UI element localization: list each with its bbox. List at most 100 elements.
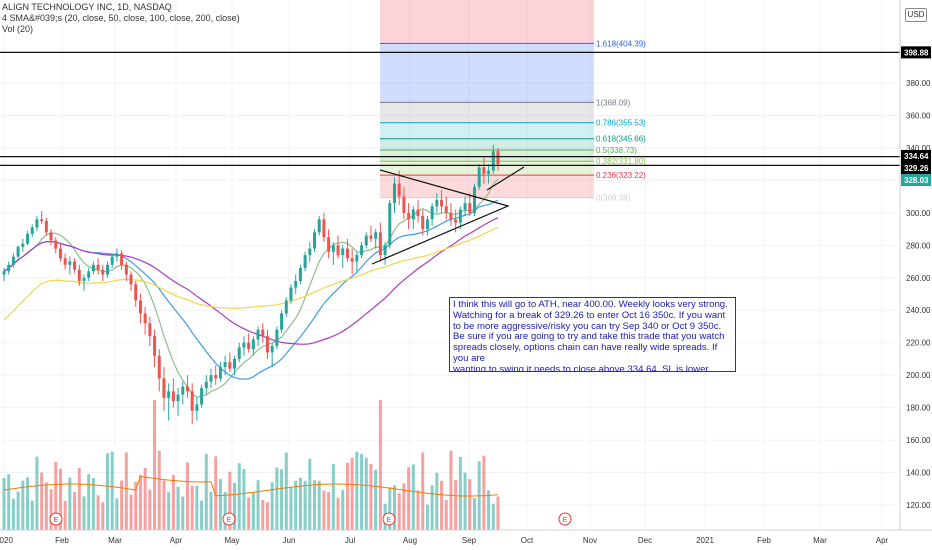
volume-bar xyxy=(487,490,491,530)
volume-bar xyxy=(54,462,58,530)
candle-body xyxy=(275,329,279,346)
x-tick-label: Aug xyxy=(403,536,417,545)
candle-body xyxy=(167,391,171,398)
triangle-trendline xyxy=(371,169,510,265)
candle-body xyxy=(407,212,411,220)
x-tick-label: Apr xyxy=(170,536,183,545)
volume-bars xyxy=(2,400,500,530)
volume-bar xyxy=(331,464,335,530)
x-tick-label: Apr xyxy=(876,536,889,545)
volume-bar xyxy=(181,496,185,530)
y-tick-label: 200.00 xyxy=(906,371,931,380)
y-tick-label: 160.00 xyxy=(906,436,931,445)
volume-bar xyxy=(30,500,34,530)
x-tick-label: Feb xyxy=(757,536,771,545)
candle-body xyxy=(472,186,476,213)
volume-bar xyxy=(327,491,331,530)
candle-body xyxy=(209,375,213,382)
volume-bar xyxy=(341,490,345,530)
candle-body xyxy=(411,209,415,220)
earnings-marker-label: E xyxy=(387,517,392,524)
candle-body xyxy=(129,274,133,285)
volume-bar xyxy=(91,478,95,530)
candle-body xyxy=(77,269,81,282)
candle-body xyxy=(468,203,472,213)
candle-body xyxy=(317,219,321,233)
volume-bar xyxy=(298,477,302,530)
candle-body xyxy=(101,269,105,275)
breakout-trendline xyxy=(486,166,525,191)
candle-body xyxy=(482,167,486,174)
candle-body xyxy=(30,227,34,234)
candle-body xyxy=(138,300,142,314)
volume-bar xyxy=(402,483,406,530)
volume-bar xyxy=(233,482,237,530)
volume-bar xyxy=(120,480,124,530)
candle-body xyxy=(313,232,317,249)
candle-body xyxy=(204,381,208,389)
candle-body xyxy=(388,203,392,246)
fib-level-label: 0.786(355.53) xyxy=(596,119,646,128)
volume-bar xyxy=(496,496,500,530)
candle-body xyxy=(228,362,232,369)
volume-bar xyxy=(153,400,157,530)
volume-bar xyxy=(289,487,293,530)
volume-bar xyxy=(265,502,269,530)
fib-zone xyxy=(380,43,594,103)
candle-body xyxy=(251,339,255,350)
y-tick-label: 220.00 xyxy=(906,339,931,348)
volume-bar xyxy=(336,497,340,530)
candle-body xyxy=(63,258,67,265)
y-tick-label: 360.00 xyxy=(906,111,931,120)
y-tick-label: 380.00 xyxy=(906,79,931,88)
text-note[interactable]: I think this will go to ATH, near 400.00… xyxy=(449,297,736,372)
volume-bar xyxy=(58,468,62,530)
volume-bar xyxy=(345,462,349,530)
candle-body xyxy=(35,219,39,228)
candle-body xyxy=(148,323,152,337)
fib-retracement: 1.618(404.39) 1(368.09) 0.786(355.53) 0.618… xyxy=(380,0,646,203)
candle-body xyxy=(143,313,147,324)
candle-body xyxy=(237,347,241,359)
candle-body xyxy=(256,329,260,340)
volume-bar xyxy=(106,453,110,530)
volume-bar xyxy=(256,480,260,530)
candle-body xyxy=(421,216,425,230)
x-tick-label: Jun xyxy=(283,536,296,545)
fib-level-label: 0.236(323.22) xyxy=(596,171,646,180)
currency-badge[interactable]: USD xyxy=(905,8,927,22)
fib-level-label: 0.618(345.66) xyxy=(596,135,646,144)
candle-body xyxy=(195,404,199,411)
volume-bar xyxy=(458,457,462,530)
volume-bar xyxy=(2,478,6,530)
volume-bar xyxy=(40,472,44,530)
candle-body xyxy=(345,248,349,259)
volume-bar xyxy=(87,474,91,530)
volume-bar xyxy=(148,489,152,530)
x-tick-label: Oct xyxy=(521,536,534,545)
fib-zone xyxy=(380,161,594,176)
symbol-title[interactable]: ALIGN TECHNOLOGY INC, 1D, NASDAQ xyxy=(2,2,172,12)
candle-body xyxy=(369,235,373,239)
candle-body xyxy=(134,284,138,301)
candle-body xyxy=(153,336,157,356)
volume-bar xyxy=(482,455,486,530)
volume-bar xyxy=(16,491,20,530)
volume-bar xyxy=(73,492,77,530)
volume-bar xyxy=(82,496,86,530)
volume-bar xyxy=(77,468,81,530)
price-tag-label: 398.88 xyxy=(904,48,929,57)
sma-indicator-label[interactable]: 4 SMA&#039;s (20, close, 50, close, 100,… xyxy=(2,13,240,23)
candle-body xyxy=(440,199,444,207)
candle-body xyxy=(327,237,331,252)
candle-body xyxy=(68,261,72,265)
candle-body xyxy=(157,355,161,379)
price-tag-label: 329.26 xyxy=(904,164,929,173)
candle-body xyxy=(82,277,86,282)
volume-bar xyxy=(176,486,180,530)
volume-bar xyxy=(449,450,453,530)
volume-indicator-label[interactable]: Vol (20) xyxy=(2,24,34,34)
earnings-marker-label: E xyxy=(227,517,232,524)
